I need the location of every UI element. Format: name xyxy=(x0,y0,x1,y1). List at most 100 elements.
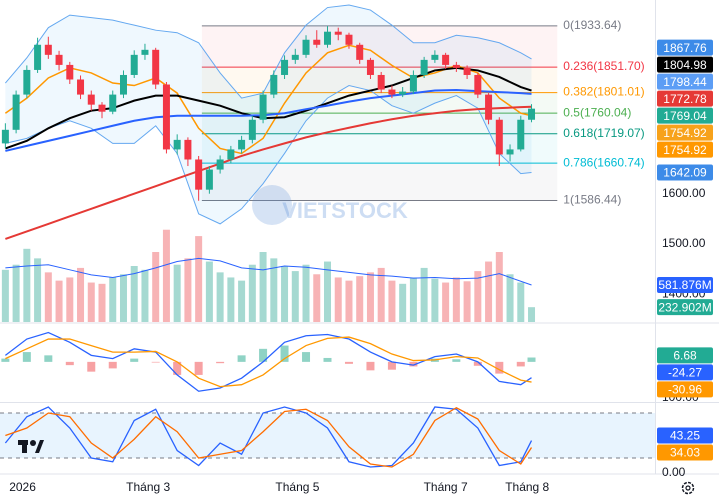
candle-body xyxy=(270,74,278,95)
volume-bar xyxy=(302,264,310,322)
fib-label: 0(1933.64) xyxy=(563,18,621,32)
value-tag-label: 1772.78 xyxy=(663,92,707,106)
candle-body xyxy=(87,94,95,105)
candle-body xyxy=(528,108,536,120)
volume-bar xyxy=(399,283,407,322)
candle-body xyxy=(227,149,235,160)
fib-label: 1(1586.44) xyxy=(563,193,621,207)
value-tag xyxy=(657,124,713,141)
volume-bar xyxy=(12,264,20,322)
macd-histogram-bar xyxy=(194,361,203,375)
volume-bar xyxy=(334,277,342,322)
volume-bar xyxy=(130,266,138,322)
macd-histogram-bar xyxy=(173,361,182,375)
volume-bar xyxy=(517,282,525,322)
fib-label: 0.5(1760.04) xyxy=(563,105,631,119)
volume-bar xyxy=(109,277,117,322)
settings-icon[interactable] xyxy=(681,481,695,495)
volume-bar xyxy=(227,277,235,322)
stoch-band xyxy=(0,413,655,458)
volume-bar xyxy=(495,252,503,322)
volume-bar xyxy=(474,271,482,322)
value-tag-label: 1754.92 xyxy=(663,143,707,157)
macd-histogram-bar xyxy=(108,361,117,369)
candle-body xyxy=(313,39,321,45)
x-tick-label: Tháng 3 xyxy=(126,480,170,494)
x-tick-label: Tháng 7 xyxy=(424,480,468,494)
value-tag xyxy=(657,164,713,181)
volume-bar xyxy=(528,307,536,322)
candle-body xyxy=(420,59,428,75)
fib-zone xyxy=(201,25,558,68)
value-tag xyxy=(657,299,713,316)
candle-body xyxy=(195,159,203,190)
candle-body xyxy=(1,129,9,144)
macd-histogram-bar xyxy=(323,357,332,362)
volume-bar xyxy=(34,258,42,322)
tv-logo xyxy=(18,440,44,453)
y-tick-label: 0.00 xyxy=(662,465,686,479)
watermark-logo xyxy=(252,185,292,225)
stoch-line xyxy=(4,406,533,468)
volume-bar xyxy=(44,272,52,322)
volume-bar xyxy=(195,236,203,322)
price-pane: VIETSTOCK xyxy=(1,4,558,322)
value-tag-label: 6.68 xyxy=(673,349,697,363)
macd-histogram-bar xyxy=(22,352,31,362)
candle-body xyxy=(23,69,31,95)
x-tick-label: Tháng 8 xyxy=(505,480,549,494)
volume-bar xyxy=(324,261,331,322)
candle-body xyxy=(55,54,63,65)
overlay-line xyxy=(4,44,532,155)
volume-bar xyxy=(66,277,74,322)
value-tag-label: 1798.44 xyxy=(663,75,707,89)
volume-bar xyxy=(270,258,278,322)
candle-body xyxy=(77,79,85,95)
fib-label: 0.618(1719.07) xyxy=(563,126,644,140)
value-tag xyxy=(657,444,713,461)
macd-histogram-bar xyxy=(366,361,375,371)
candle-body xyxy=(495,119,503,155)
volume-bar xyxy=(184,258,192,322)
volume-bar xyxy=(119,274,127,322)
value-tag-label: 1804.98 xyxy=(663,58,707,72)
candle-body xyxy=(173,139,181,150)
volume-bar xyxy=(248,264,256,322)
candle-body xyxy=(152,49,160,85)
y-tick-label: 1600.00 xyxy=(662,186,706,200)
volume-bar xyxy=(291,271,299,322)
candle-body xyxy=(356,44,364,60)
macd-histogram-bar xyxy=(280,345,289,362)
value-tag xyxy=(657,107,713,124)
volume-bar xyxy=(452,277,460,322)
candle-body xyxy=(388,89,396,95)
candle-body xyxy=(291,54,299,60)
macd-histogram-bar xyxy=(65,361,74,366)
fib-label: 0.382(1801.01) xyxy=(563,85,644,99)
volume-bar xyxy=(55,280,63,322)
macd-histogram-bar xyxy=(473,361,482,366)
candle-body xyxy=(119,74,127,95)
volume-bar xyxy=(77,267,85,322)
value-tag xyxy=(657,427,713,444)
macd-line xyxy=(4,331,532,392)
value-tag-label: 1754.92 xyxy=(663,126,707,140)
macd-histogram-bar xyxy=(344,361,353,364)
candle-body xyxy=(431,54,439,60)
macd-histogram-bar xyxy=(237,355,246,362)
value-tag-label: 581.876M xyxy=(658,278,711,292)
candle-body xyxy=(184,139,192,160)
volume-bar xyxy=(152,252,160,322)
volume-bar xyxy=(281,266,289,322)
macd-histogram-bar xyxy=(527,357,536,362)
volume-bar xyxy=(216,272,224,322)
volume-bar xyxy=(238,280,246,322)
candle-body xyxy=(409,74,417,92)
candle-body xyxy=(485,94,493,120)
value-tag xyxy=(657,381,713,398)
watermark: VIETSTOCK xyxy=(282,198,408,223)
candle-body xyxy=(34,44,42,70)
volume-bar xyxy=(409,277,417,322)
volume-bar xyxy=(173,264,181,322)
